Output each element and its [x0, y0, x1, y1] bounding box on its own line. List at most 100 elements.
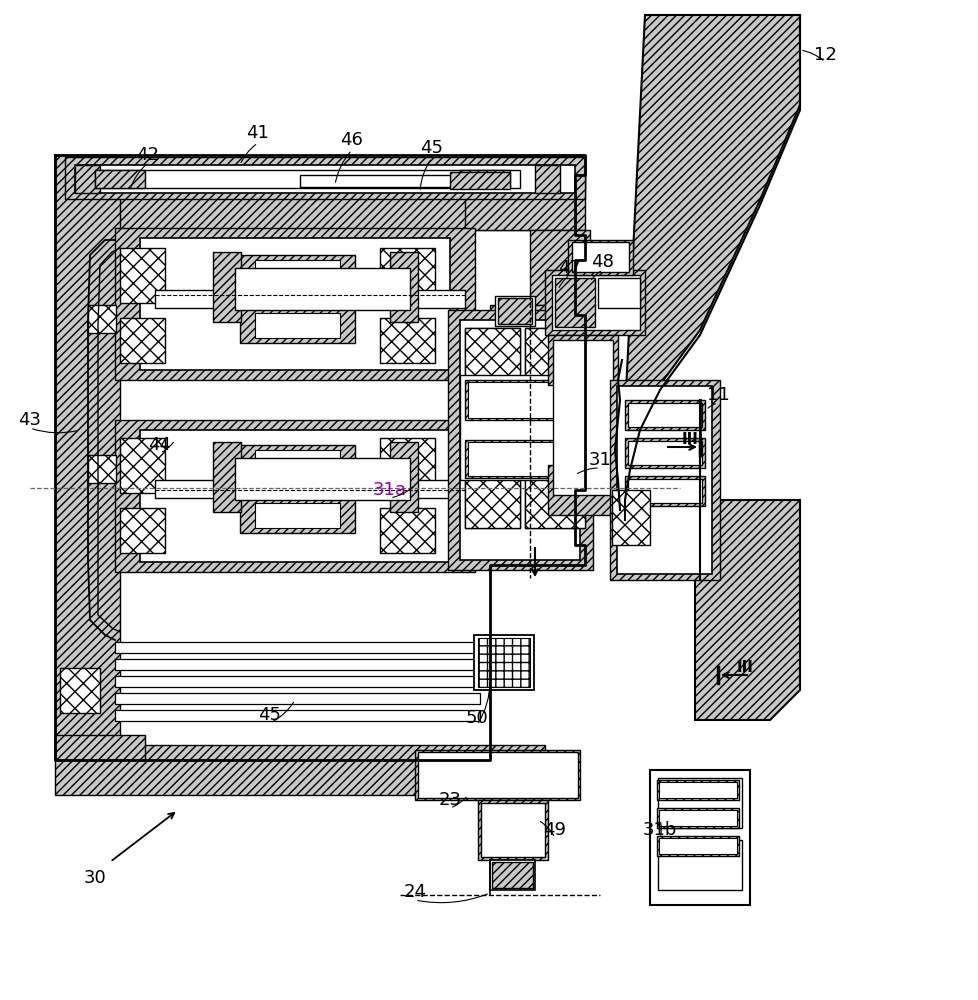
Text: 50: 50 [466, 709, 488, 727]
Bar [75, 165, 100, 193]
Text: 42: 42 [136, 146, 159, 164]
Bar [140, 238, 450, 370]
Bar [155, 290, 465, 308]
Bar [55, 745, 545, 795]
Bar [649, 770, 749, 905]
Bar [213, 442, 241, 512]
Text: 24: 24 [403, 883, 426, 901]
Bar [657, 778, 741, 828]
Text: 45: 45 [421, 139, 443, 157]
Bar [524, 478, 585, 528]
Bar [658, 838, 736, 854]
Bar [524, 328, 585, 378]
Bar [624, 476, 704, 506]
Bar [529, 155, 585, 190]
Bar [120, 248, 165, 303]
Bar [213, 252, 241, 322]
Bar [155, 480, 465, 498]
Bar [465, 328, 519, 378]
Bar [545, 270, 645, 335]
Bar [460, 375, 579, 480]
Bar [498, 298, 531, 324]
Bar [460, 320, 579, 560]
Text: III: III [681, 432, 697, 448]
Bar [379, 508, 434, 553]
Bar [254, 260, 339, 285]
Text: 46: 46 [340, 131, 363, 149]
Text: 49: 49 [543, 821, 566, 839]
Bar [609, 380, 719, 580]
Bar [624, 400, 704, 430]
Bar [450, 172, 510, 189]
Text: 31: 31 [588, 451, 611, 469]
Bar [524, 478, 585, 528]
Bar [611, 490, 649, 545]
Text: 11: 11 [706, 386, 729, 404]
Bar [477, 638, 529, 687]
Bar [552, 275, 640, 330]
Bar [627, 403, 701, 427]
Bar [465, 328, 519, 378]
Text: III: III [735, 660, 753, 676]
Bar [254, 503, 339, 528]
Bar [467, 382, 571, 418]
Bar [55, 155, 120, 745]
Text: 47: 47 [557, 259, 581, 277]
Bar [240, 498, 355, 533]
Bar [95, 170, 145, 188]
Bar [627, 479, 701, 503]
Bar [120, 438, 165, 493]
Bar [379, 248, 434, 303]
Bar [95, 170, 519, 188]
Bar [240, 308, 355, 343]
Text: 31a: 31a [373, 481, 407, 499]
Bar [88, 455, 115, 483]
Bar [114, 676, 479, 687]
Bar [656, 836, 738, 856]
Bar [114, 710, 479, 721]
Text: 45: 45 [258, 706, 282, 724]
Bar [490, 305, 564, 360]
Bar [495, 296, 534, 326]
Bar [656, 780, 738, 800]
Bar [555, 278, 595, 327]
Bar [658, 782, 736, 798]
Bar [254, 313, 339, 338]
Bar [55, 170, 585, 230]
Bar [616, 386, 711, 574]
Bar [120, 318, 165, 363]
Bar [529, 230, 590, 305]
Bar [480, 803, 545, 857]
Bar [473, 635, 533, 690]
Bar [553, 340, 612, 495]
Bar [140, 430, 450, 562]
Polygon shape [694, 500, 799, 720]
Bar [465, 478, 519, 528]
Bar [465, 478, 519, 528]
Bar [490, 860, 534, 890]
Bar [235, 268, 410, 310]
Bar [299, 175, 465, 187]
Bar [492, 862, 532, 888]
Bar [460, 170, 510, 188]
Text: 31b: 31b [643, 821, 677, 839]
Bar [60, 668, 100, 713]
Bar [379, 318, 434, 363]
Bar [418, 752, 577, 798]
Bar [490, 480, 564, 535]
Bar [624, 438, 704, 468]
Bar [114, 659, 479, 670]
Bar [567, 240, 633, 275]
Bar [240, 445, 355, 480]
Text: 41: 41 [246, 124, 269, 142]
Bar [88, 305, 115, 333]
Bar [415, 750, 579, 800]
Bar [114, 693, 479, 704]
Bar [254, 450, 339, 475]
Bar [571, 242, 628, 272]
Text: 43: 43 [19, 411, 41, 429]
Bar [120, 508, 165, 553]
Bar [658, 810, 736, 826]
Bar [55, 735, 145, 760]
Text: 30: 30 [83, 869, 107, 887]
